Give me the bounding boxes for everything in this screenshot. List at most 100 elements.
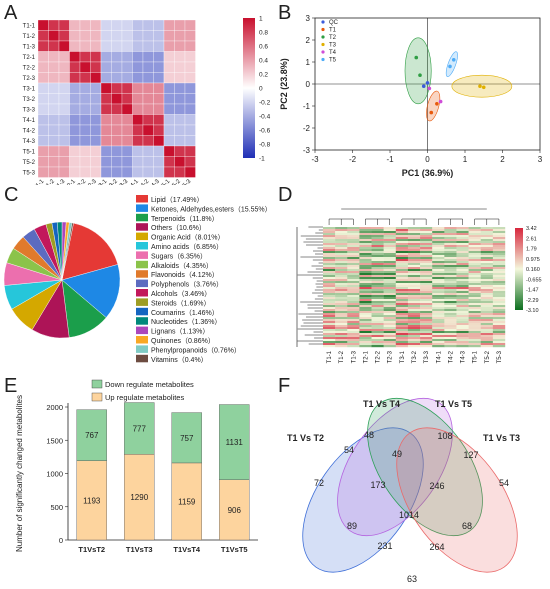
heatmap-cell (468, 309, 481, 312)
y-tick-label: 2 (306, 36, 311, 45)
heatmap-cell (184, 145, 196, 157)
heatmap-cell (37, 61, 49, 73)
heatmap-cell (335, 257, 348, 260)
legend-marker (321, 20, 325, 24)
heatmap-cell (407, 267, 421, 270)
heatmap-cell (371, 253, 384, 256)
heatmap-cell (79, 93, 91, 105)
heatmap-cell (432, 339, 445, 342)
heatmap-cell (335, 231, 348, 234)
legend-label: Polyphenols（3.76%） (151, 281, 223, 289)
heatmap-cell (335, 229, 348, 232)
heatmap-cell (347, 249, 360, 252)
heatmap-cell (69, 61, 81, 73)
legend-label: Nucleotides（1.36%） (151, 318, 221, 326)
heatmap-cell (323, 275, 336, 278)
heatmap-cell (444, 231, 457, 234)
heatmap-cell (163, 93, 175, 105)
heatmap-cell (347, 275, 360, 278)
heatmap-cell (383, 269, 396, 272)
heatmap-cell (58, 124, 70, 136)
heatmap-cell (163, 145, 175, 157)
colorbar-tick: -3.10 (526, 308, 539, 314)
heatmap-cell (432, 295, 445, 298)
heatmap-cell (432, 265, 445, 268)
heatmap-cell (153, 19, 165, 31)
heatmap-cell (395, 327, 409, 330)
heatmap-cell (174, 51, 186, 63)
x-tick-label: T1VsT3 (126, 545, 153, 554)
heatmap-cell (492, 271, 506, 274)
heatmap-cell (371, 317, 384, 320)
heatmap-cell (371, 303, 384, 306)
heatmap-cell (383, 279, 396, 282)
heatmap-cell (359, 265, 372, 268)
heatmap-cell (432, 227, 445, 230)
heatmap-cell (432, 335, 445, 338)
heatmap-cell (371, 295, 384, 298)
heatmap-cell (347, 241, 360, 244)
heatmap-cell (132, 145, 144, 157)
column-label: T4-1 (436, 350, 442, 363)
heatmap-cell (492, 267, 506, 270)
heatmap-cell (37, 135, 49, 147)
heatmap-cell (407, 303, 421, 306)
data-point (451, 58, 456, 62)
heatmap-cell (335, 277, 348, 280)
column-label: T3-3 (424, 350, 430, 363)
heatmap-cell (444, 333, 457, 336)
heatmap-cell (371, 341, 384, 344)
heatmap-cell (347, 235, 360, 238)
heatmap-cell (174, 82, 186, 94)
heatmap-cell (335, 323, 348, 326)
legend-label: QC (329, 20, 339, 26)
heatmap-cell (132, 114, 144, 126)
heatmap-cell (420, 271, 433, 274)
heatmap-cell (492, 269, 506, 272)
y-tick-label: 0 (306, 80, 311, 89)
heatmap-cell (335, 343, 348, 346)
heatmap-cell (371, 279, 384, 282)
heatmap-cell (153, 40, 165, 52)
heatmap-cell (444, 337, 457, 340)
heatmap-cell (395, 311, 409, 314)
heatmap-cell (456, 249, 469, 252)
heatmap-cell (444, 305, 457, 308)
heatmap-cell (456, 323, 469, 326)
heatmap-cell (323, 245, 336, 248)
heatmap-cell (58, 156, 70, 168)
heatmap-cell (359, 229, 372, 232)
heatmap-cell (456, 297, 469, 300)
heatmap-cell (111, 51, 123, 63)
heatmap-cell (58, 72, 70, 84)
heatmap-cell (58, 82, 70, 94)
legend-marker (321, 57, 325, 62)
heatmap-cell (142, 145, 154, 157)
heatmap-cell (407, 297, 421, 300)
heatmap-cell (359, 233, 372, 236)
heatmap-cell (444, 241, 457, 244)
heatmap-cell (432, 321, 445, 324)
heatmap-cell (444, 301, 457, 304)
legend-swatch (136, 223, 148, 231)
heatmap-cell (347, 339, 360, 342)
heatmap-cell (347, 261, 360, 264)
heatmap-cell (420, 339, 433, 342)
bar-value-down: 767 (85, 431, 99, 440)
heatmap-cell (456, 293, 469, 296)
colorbar-tick: -0.4 (259, 114, 271, 121)
heatmap-cell (468, 345, 481, 348)
heatmap-cell (420, 305, 433, 308)
heatmap-cell (420, 299, 433, 302)
column-label: T3-1 (95, 178, 108, 185)
heatmap-cell (395, 239, 409, 242)
heatmap-cell (456, 261, 469, 264)
heatmap-cell (335, 227, 348, 230)
heatmap-cell (444, 233, 457, 236)
confidence-ellipse (451, 74, 513, 98)
heatmap-cell (371, 239, 384, 242)
heatmap-cell (480, 257, 494, 260)
heatmap-cell (383, 239, 396, 242)
colorbar-tick: 0.160 (526, 267, 540, 273)
heatmap-cell (456, 311, 469, 314)
